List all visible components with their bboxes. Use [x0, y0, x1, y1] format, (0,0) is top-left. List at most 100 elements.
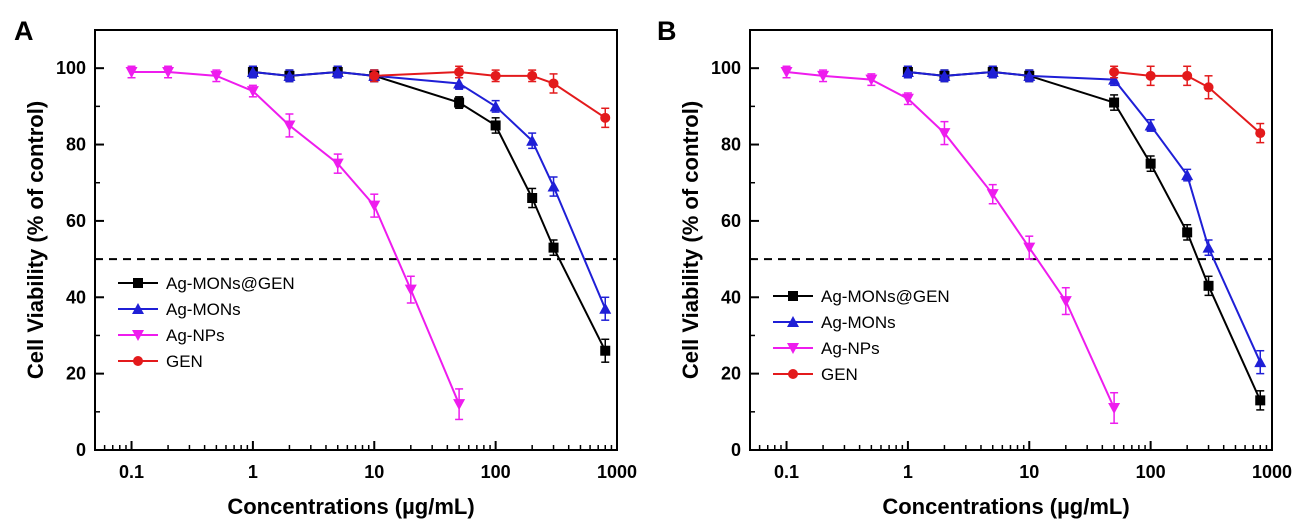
data-point — [125, 67, 138, 78]
legend-marker — [787, 343, 799, 354]
series-line-ag-mons — [907, 70, 1262, 363]
legend: Ag-MONs@GEN Ag-MONs Ag-NPs GEN — [773, 287, 950, 384]
legend-marker — [788, 369, 798, 379]
data-point — [246, 66, 259, 77]
data-point — [1023, 69, 1036, 81]
data-point — [453, 77, 466, 89]
data-point — [162, 67, 175, 78]
legend-label-ag-mons-gen: Ag-MONs@GEN — [166, 274, 295, 293]
series-ag-nps — [780, 65, 1121, 425]
series-ag-mons — [246, 65, 612, 321]
data-point — [368, 200, 381, 212]
panel-label: A — [14, 16, 34, 46]
data-point — [599, 302, 612, 314]
data-point — [454, 67, 465, 77]
data-point — [901, 66, 914, 77]
y-tick-label: 100 — [56, 58, 86, 78]
data-point — [1181, 169, 1194, 181]
data-point — [283, 69, 296, 81]
data-point — [404, 284, 417, 296]
data-point — [548, 78, 559, 89]
data-point — [600, 345, 611, 356]
legend: Ag-MONs@GEN Ag-MONs Ag-NPs GEN — [118, 274, 295, 371]
data-point — [1109, 97, 1120, 108]
x-tick-label: 1000 — [1252, 462, 1292, 482]
x-tick-label: 100 — [481, 462, 511, 482]
y-tick-label: 20 — [66, 364, 86, 384]
y-tick-label: 100 — [711, 58, 741, 78]
x-tick-label: 100 — [1136, 462, 1166, 482]
x-tick-label: 1 — [903, 462, 913, 482]
y-tick-label: 80 — [721, 135, 741, 155]
data-point — [1203, 280, 1214, 291]
series-ag-mons-gen — [247, 65, 611, 363]
series-ag-nps — [125, 65, 466, 421]
data-point — [1023, 242, 1036, 254]
data-point — [1255, 395, 1266, 406]
plot-frame — [94, 29, 618, 451]
legend-marker — [133, 278, 143, 288]
data-point — [986, 66, 999, 77]
legend-marker — [788, 291, 798, 301]
data-point — [901, 93, 914, 105]
data-point — [1108, 403, 1121, 414]
data-point — [780, 67, 793, 78]
series-gen — [1109, 65, 1266, 144]
x-tick-label: 1 — [248, 462, 258, 482]
data-point — [526, 134, 539, 146]
x-axis-label: Concentrations (µg/mL) — [882, 494, 1129, 519]
data-point — [1203, 82, 1214, 93]
y-tick-label: 40 — [66, 287, 86, 307]
legend-marker — [787, 316, 799, 327]
legend-marker — [132, 330, 144, 341]
series-line-ag-mons-gen — [252, 70, 607, 352]
series-line-gen — [374, 70, 606, 119]
data-point — [1145, 158, 1156, 169]
y-tick-label: 60 — [66, 211, 86, 231]
data-point — [938, 128, 951, 140]
legend-label-ag-nps: Ag-NPs — [166, 326, 225, 345]
data-point — [1202, 241, 1215, 253]
legend-marker — [132, 303, 144, 314]
x-axis-label: Concentrations (µg/mL) — [227, 494, 474, 519]
data-point — [490, 120, 501, 131]
x-tick-label: 10 — [1019, 462, 1039, 482]
series-ag-mons-gen — [902, 65, 1266, 411]
data-point — [1182, 227, 1193, 238]
legend-marker — [133, 356, 143, 366]
data-point — [283, 120, 296, 132]
data-point — [453, 399, 466, 411]
data-point — [1255, 128, 1266, 139]
x-tick-label: 1000 — [597, 462, 637, 482]
data-point — [938, 69, 951, 81]
y-tick-label: 20 — [721, 364, 741, 384]
data-point — [369, 70, 380, 81]
y-axis-label: Cell Viability (% of control) — [678, 101, 703, 379]
data-point — [1059, 296, 1072, 308]
data-point — [210, 70, 223, 82]
plot-frame — [749, 29, 1273, 451]
data-point — [548, 242, 559, 253]
data-point — [547, 180, 560, 192]
legend-label-gen: GEN — [166, 352, 203, 371]
x-tick-label: 0.1 — [774, 462, 799, 482]
x-tick-label: 10 — [364, 462, 384, 482]
legend-label-ag-mons: Ag-MONs — [821, 313, 896, 332]
legend-label-ag-nps: Ag-NPs — [821, 339, 880, 358]
data-point — [454, 97, 465, 108]
chart-panel-b: B 0.1 1 10 100 1000 0 20 40 60 80 100 Concentrations… — [657, 16, 1292, 519]
legend-label-gen: GEN — [821, 365, 858, 384]
data-point — [1145, 70, 1156, 81]
data-point — [1109, 67, 1120, 77]
data-point — [331, 66, 344, 77]
data-point — [1254, 356, 1267, 368]
legend-label-ag-mons-gen: Ag-MONs@GEN — [821, 287, 950, 306]
legend-label-ag-mons: Ag-MONs — [166, 300, 241, 319]
data-point — [1108, 73, 1121, 85]
data-point — [817, 70, 830, 82]
y-tick-label: 60 — [721, 211, 741, 231]
series-gen — [369, 65, 611, 129]
chart-panel-a: A 0.1 1 10 100 1000 0 20 40 60 80 100 Concentrations… — [14, 16, 637, 519]
data-point — [527, 193, 538, 203]
series-ag-mons — [901, 65, 1267, 375]
